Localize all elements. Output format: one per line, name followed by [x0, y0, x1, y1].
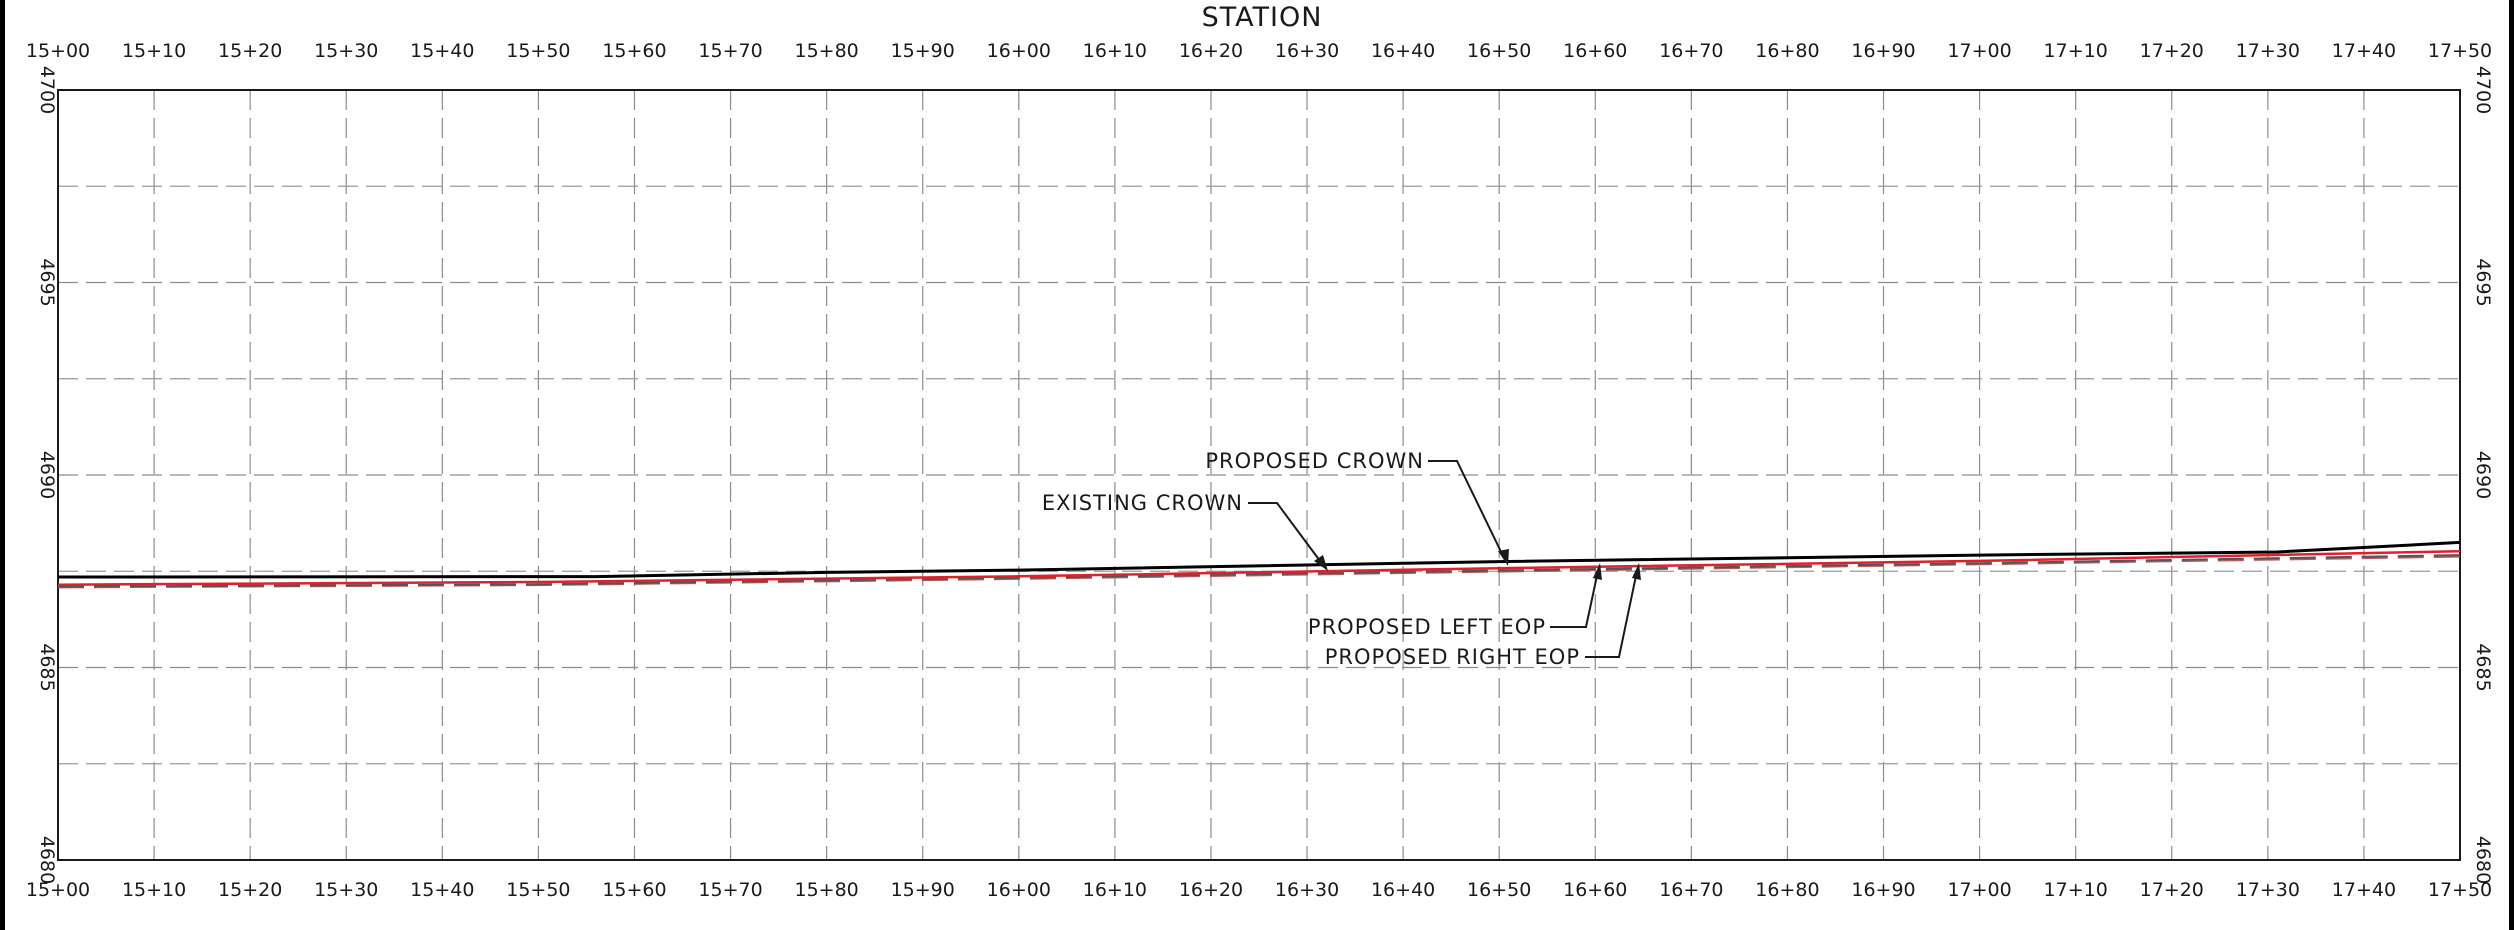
- x-tick-label-top: 15+00: [26, 40, 90, 62]
- x-tick-label-top: 15+50: [506, 40, 570, 62]
- x-tick-label-bottom: 17+20: [2140, 879, 2204, 901]
- x-tick-label-top: 16+70: [1659, 40, 1723, 62]
- callout-label-proposed-left-eop: PROPOSED LEFT EOP: [1308, 615, 1546, 639]
- x-tick-label-top: 17+30: [2236, 40, 2300, 62]
- y-tick-label-left: 4690: [36, 451, 58, 499]
- x-tick-label-top: 16+40: [1371, 40, 1435, 62]
- x-tick-label-top: 15+70: [698, 40, 762, 62]
- arrowhead-existing-crown: [1314, 555, 1328, 571]
- x-tick-label-top: 15+90: [891, 40, 955, 62]
- plot-frame: [57, 89, 2461, 861]
- x-tick-label-bottom: 17+30: [2236, 879, 2300, 901]
- x-tick-label-top: 15+30: [314, 40, 378, 62]
- x-tick-label-bottom: 16+60: [1563, 879, 1627, 901]
- x-tick-label-bottom: 16+30: [1275, 879, 1339, 901]
- x-tick-label-bottom: 15+40: [410, 879, 474, 901]
- x-tick-label-top: 17+40: [2332, 40, 2396, 62]
- x-tick-label-top: 15+80: [794, 40, 858, 62]
- x-tick-label-bottom: 16+20: [1179, 879, 1243, 901]
- x-tick-label-top: 15+20: [218, 40, 282, 62]
- x-tick-label-bottom: 17+40: [2332, 879, 2396, 901]
- x-tick-label-top: 17+50: [2428, 40, 2492, 62]
- leader-proposed-crown: [1428, 460, 1506, 561]
- y-tick-label-left: 4685: [36, 643, 58, 691]
- y-tick-label-left: 4695: [36, 258, 58, 306]
- x-tick-label-bottom: 17+00: [1947, 879, 2011, 901]
- x-tick-label-bottom: 15+00: [26, 879, 90, 901]
- x-tick-label-bottom: 15+90: [891, 879, 955, 901]
- sheet-border-left: [0, 0, 5, 930]
- x-tick-label-top: 16+90: [1851, 40, 1915, 62]
- y-tick-label-right: 4690: [2472, 451, 2494, 499]
- x-tick-label-bottom: 16+90: [1851, 879, 1915, 901]
- leader-proposed-left-eop: [1550, 570, 1599, 628]
- x-tick-label-top: 15+40: [410, 40, 474, 62]
- x-tick-label-top: 17+00: [1947, 40, 2011, 62]
- y-tick-label-right: 4695: [2472, 258, 2494, 306]
- x-tick-label-top: 17+10: [2044, 40, 2108, 62]
- x-tick-label-bottom: 17+50: [2428, 879, 2492, 901]
- callout-proposed-left-eop: PROPOSED LEFT EOP: [1308, 563, 1602, 639]
- axis-title-station: STATION: [1202, 2, 1323, 33]
- x-tick-label-bottom: 15+50: [506, 879, 570, 901]
- y-tick-label-right: 4680: [2472, 836, 2494, 884]
- x-tick-label-bottom: 16+80: [1755, 879, 1819, 901]
- y-tick-label-left: 4680: [36, 836, 58, 884]
- grid: [58, 90, 2460, 860]
- x-tick-label-top: 16+60: [1563, 40, 1627, 62]
- callout-label-proposed-right-eop: PROPOSED RIGHT EOP: [1325, 645, 1580, 669]
- x-tick-label-top: 15+60: [602, 40, 666, 62]
- x-tick-label-bottom: 16+50: [1467, 879, 1531, 901]
- x-tick-label-top: 15+10: [122, 40, 186, 62]
- x-tick-label-bottom: 17+10: [2044, 879, 2108, 901]
- callout-label-proposed-crown: PROPOSED CROWN: [1205, 449, 1424, 473]
- x-tick-label-top: 16+20: [1179, 40, 1243, 62]
- x-tick-label-top: 16+00: [987, 40, 1051, 62]
- leader-existing-crown: [1248, 502, 1324, 566]
- y-tick-label-right: 4700: [2472, 66, 2494, 114]
- y-tick-label-right: 4685: [2472, 643, 2494, 691]
- callout-proposed-right-eop: PROPOSED RIGHT EOP: [1325, 563, 1641, 669]
- arrowhead-proposed-left-eop: [1593, 563, 1602, 580]
- series-line-proposed-left-eop: [57, 554, 2461, 588]
- x-tick-label-bottom: 15+80: [794, 879, 858, 901]
- x-tick-label-top: 16+50: [1467, 40, 1531, 62]
- x-tick-label-bottom: 16+70: [1659, 879, 1723, 901]
- x-tick-label-top: 17+20: [2140, 40, 2204, 62]
- callout-proposed-crown: PROPOSED CROWN: [1205, 449, 1509, 566]
- arrowhead-proposed-crown: [1498, 549, 1509, 566]
- x-tick-label-top: 16+10: [1083, 40, 1147, 62]
- arrowhead-proposed-right-eop: [1632, 563, 1641, 580]
- callout-existing-crown: EXISTING CROWN: [1042, 491, 1328, 571]
- x-tick-label-bottom: 15+30: [314, 879, 378, 901]
- series-line-proposed-crown: [57, 549, 2461, 586]
- x-tick-label-top: 16+30: [1275, 40, 1339, 62]
- x-tick-label-bottom: 16+40: [1371, 879, 1435, 901]
- x-tick-label-bottom: 15+60: [602, 879, 666, 901]
- y-tick-label-left: 4700: [36, 66, 58, 114]
- x-tick-label-top: 16+80: [1755, 40, 1819, 62]
- x-tick-label-bottom: 15+10: [122, 879, 186, 901]
- x-tick-label-bottom: 15+20: [218, 879, 282, 901]
- x-tick-label-bottom: 15+70: [698, 879, 762, 901]
- x-tick-label-bottom: 16+10: [1083, 879, 1147, 901]
- tick-labels: 15+00 15+00 15+10 15+10 15+20 15+20 15+30 15+30…: [26, 40, 2494, 901]
- x-tick-label-bottom: 16+00: [987, 879, 1051, 901]
- profile-lines: [57, 540, 2461, 589]
- series-line-existing-crown: [57, 540, 2461, 579]
- sheet-border-right: [2509, 0, 2514, 930]
- leader-proposed-right-eop: [1585, 570, 1638, 658]
- callout-label-existing-crown: EXISTING CROWN: [1042, 491, 1243, 515]
